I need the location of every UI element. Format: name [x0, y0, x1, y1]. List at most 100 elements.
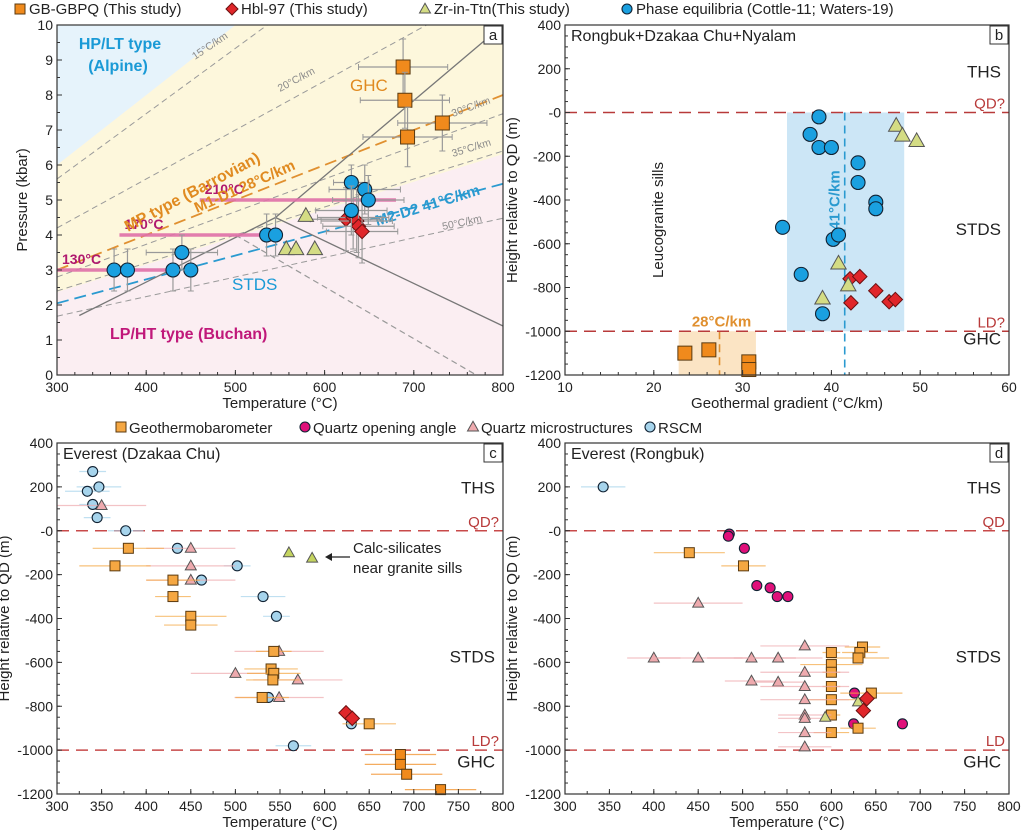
- y-tick-label: -200: [25, 567, 53, 583]
- gradient-label-28: 28°C/km: [692, 313, 751, 330]
- y-tick-label: -600: [533, 236, 561, 252]
- data-point: [81, 485, 93, 497]
- legend-circle-icon: [644, 421, 656, 433]
- boundary-label: QD?: [974, 96, 1005, 113]
- legend-circle-icon: [299, 421, 311, 433]
- data-point: [851, 268, 868, 285]
- x-tick-label: 700: [909, 798, 933, 814]
- panel-label: b: [995, 27, 1003, 44]
- series-zr-in-ttn: [813, 116, 926, 305]
- data-point: [829, 254, 848, 270]
- y-tick-label: -400: [25, 611, 53, 627]
- series-zr-in-ttn: [282, 545, 319, 563]
- data-point: [691, 651, 705, 663]
- legend-item: Quartz opening angle: [299, 420, 456, 437]
- legend-triangle-icon: [466, 420, 480, 432]
- y-tick-label: 4: [45, 227, 53, 243]
- y-tick-label: -400: [533, 611, 561, 627]
- x-tick-label: 50: [912, 379, 928, 395]
- y-tick-label: 8: [45, 87, 53, 103]
- data-point: [360, 192, 376, 208]
- panel-label: c: [489, 445, 497, 462]
- y-tick-label: -0: [549, 105, 562, 121]
- data-point: [751, 580, 763, 592]
- legend-label: GB-GBPQ (This study): [29, 1, 182, 18]
- unit-label: THS: [967, 478, 1001, 497]
- data-point: [282, 545, 296, 558]
- series-gb-gbpq: [677, 342, 757, 378]
- data-point: [852, 652, 864, 664]
- legend-label: Zr-in-Ttn(This study): [434, 1, 570, 18]
- x-axis-label: Temperature (°C): [729, 814, 844, 831]
- panel-label: d: [995, 445, 1003, 462]
- legend-item: Quartz microstructures: [466, 420, 633, 437]
- panel-label-box: [989, 443, 1009, 463]
- x-tick-label: 40: [824, 379, 840, 395]
- data-point: [647, 651, 661, 663]
- series-quartz-opening-angle: [722, 528, 908, 730]
- data-point: [343, 202, 359, 219]
- legend-diamond-icon: [225, 2, 239, 16]
- x-tick-label: 400: [135, 798, 159, 814]
- and-sil-line: [275, 216, 503, 327]
- x-tick-label: 350: [90, 798, 114, 814]
- data-point: [798, 692, 812, 705]
- data-point: [798, 639, 812, 651]
- y-tick-label: -400: [533, 192, 561, 208]
- data-point: [782, 591, 794, 603]
- data-point: [338, 704, 354, 721]
- series-hbl-97: [338, 704, 361, 727]
- y-tick-label: 400: [538, 435, 562, 451]
- y-tick-label: 200: [30, 479, 54, 495]
- x-tick-label: 500: [224, 798, 248, 814]
- gradient-label-41: 41°C/km: [827, 170, 844, 229]
- data-point: [119, 262, 136, 278]
- data-point: [764, 582, 776, 594]
- arrow-head-icon: [325, 553, 332, 561]
- annotation-line-2: near granite sills: [353, 560, 462, 577]
- data-point: [843, 294, 859, 311]
- data-point: [908, 131, 926, 148]
- shaded-range: [787, 112, 905, 332]
- region-label-hp-lt: HP/LT type: [79, 36, 161, 53]
- data-point: [167, 574, 179, 586]
- series-quartz-microstructures: [627, 596, 850, 752]
- data-point: [109, 560, 121, 572]
- series-gb-gbpq-this-study-: [357, 38, 488, 168]
- data-point: [270, 610, 282, 622]
- boundary-label: LD?: [977, 314, 1005, 331]
- panel-d: QD LD THS STDS GHC Everest (Rongbuk) 300 350 400…: [504, 435, 1021, 831]
- geotherm-line: [57, 25, 269, 180]
- isotherm-label: 130°C: [62, 251, 101, 267]
- unit-label: STDS: [956, 220, 1001, 239]
- series-rscm: [580, 481, 626, 493]
- y-axis-label: Pressure (kbar): [14, 148, 31, 251]
- y-tick-label: -1200: [525, 786, 561, 802]
- data-point: [184, 559, 198, 571]
- unit-label: STDS: [956, 647, 1001, 666]
- plot-frame: [564, 442, 1010, 795]
- legend-label: Quartz opening angle: [313, 420, 456, 437]
- data-point: [823, 139, 839, 156]
- panel-title: Rongbuk+Dzakaa Chu+Nyalam: [571, 28, 796, 45]
- y-tick-label: 9: [45, 52, 53, 68]
- x-tick-label: 600: [313, 379, 337, 395]
- background-regions: [57, 25, 503, 375]
- boundary-label: LD: [986, 733, 1005, 750]
- legend-triangle-icon: [418, 2, 432, 14]
- geotherm-line: [57, 25, 428, 229]
- data-point: [825, 647, 837, 659]
- data-point: [811, 109, 827, 125]
- data-point: [354, 223, 370, 240]
- legend-square-icon: [115, 421, 127, 433]
- rotated-annotation: Leucogranite sills: [650, 162, 667, 278]
- boundary-label: LD?: [471, 733, 499, 750]
- legend-square-icon: [14, 3, 26, 15]
- data-point: [850, 155, 866, 171]
- data-point: [184, 541, 198, 553]
- data-point: [691, 596, 705, 608]
- panel-label-box: [483, 25, 503, 45]
- data-point: [737, 560, 749, 572]
- data-point: [434, 115, 450, 131]
